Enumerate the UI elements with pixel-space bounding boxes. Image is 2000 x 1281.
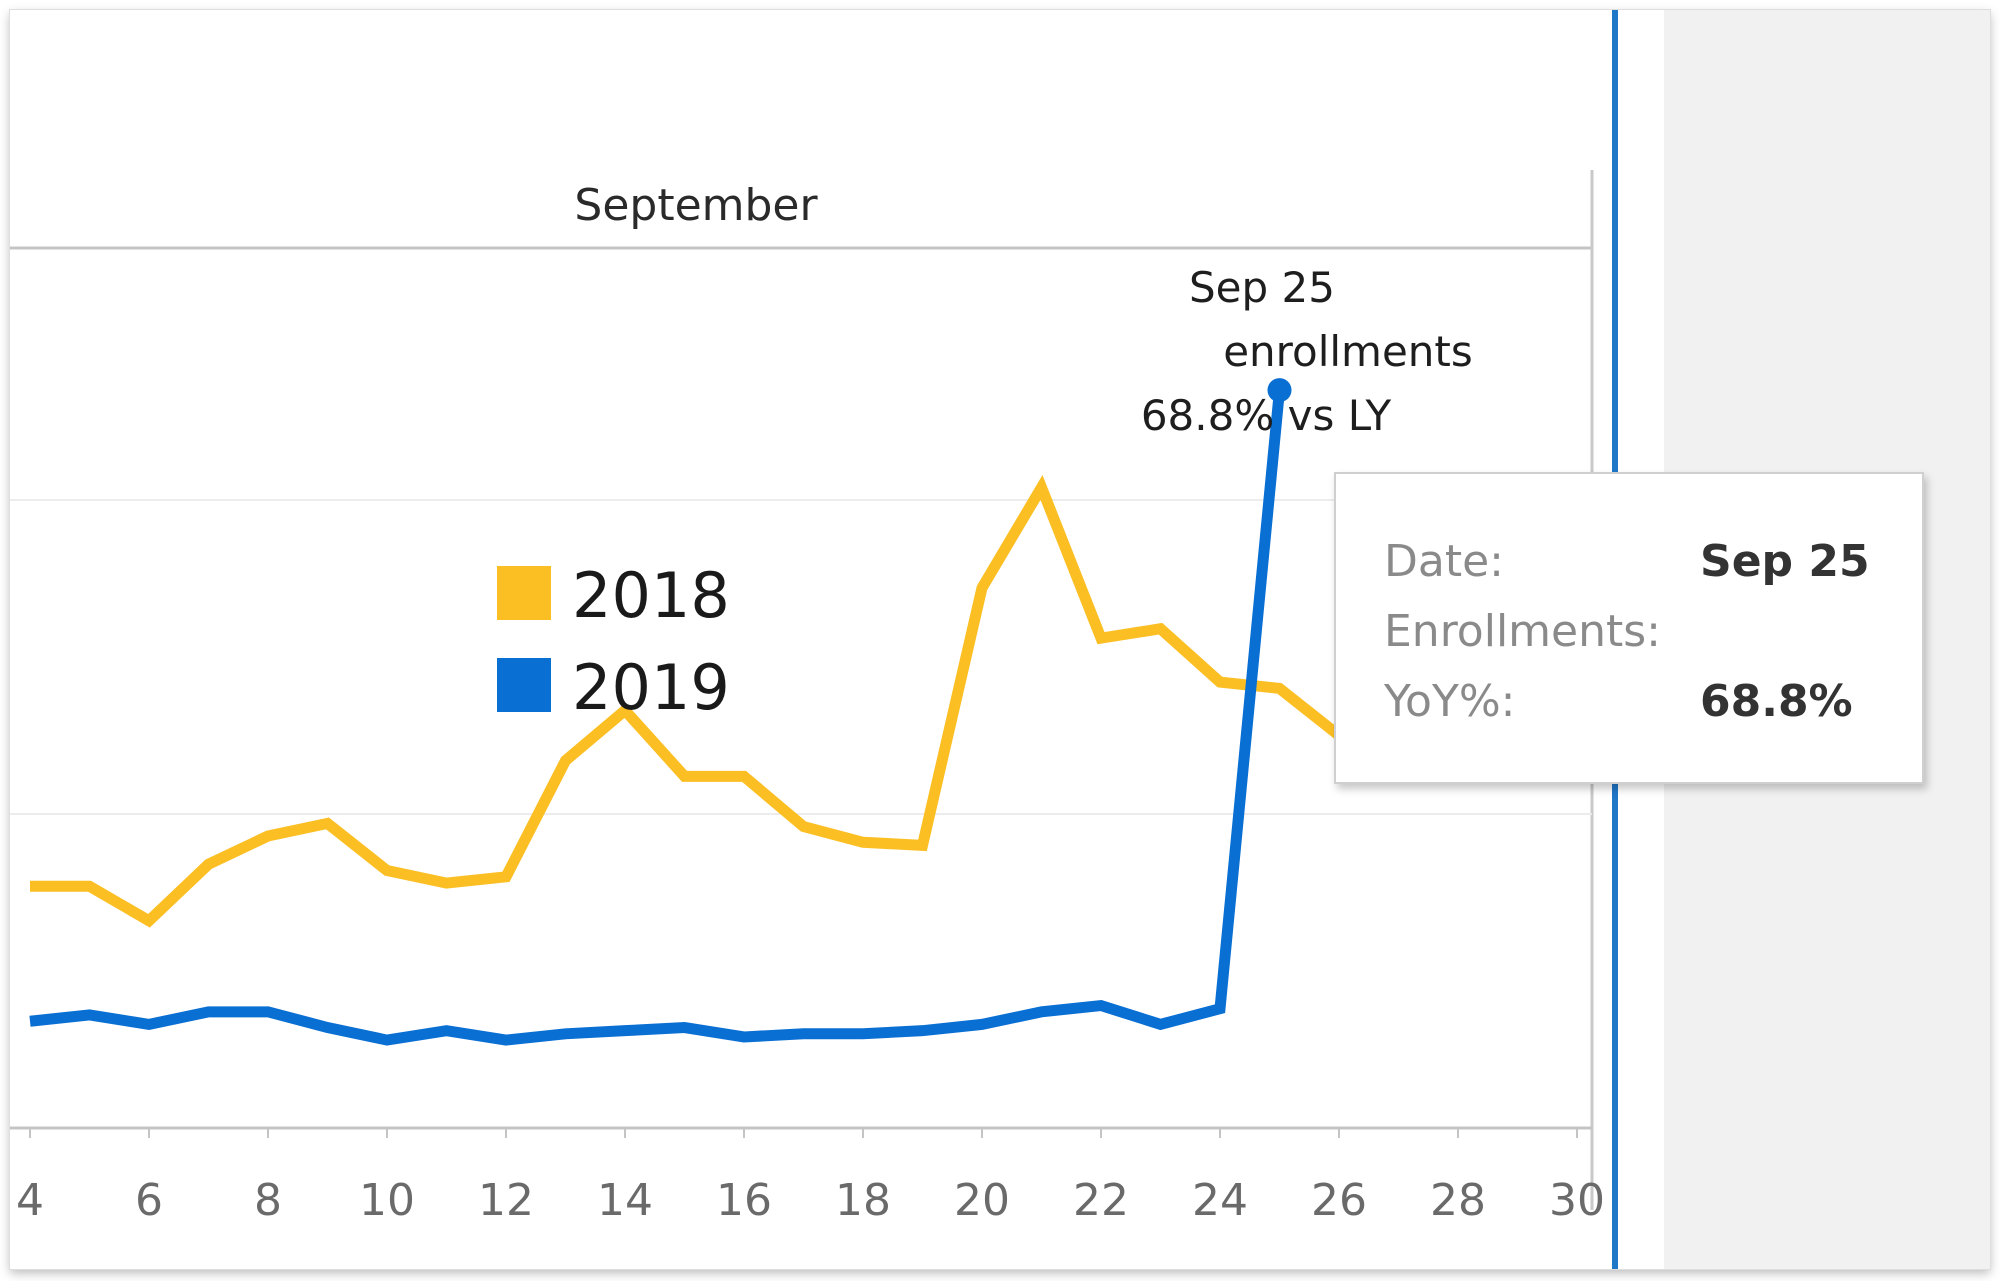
series-line-2018[interactable] [30,474,1343,928]
x-tick-label: 30 [1549,1175,1605,1226]
annotation-yoy: 68.8% vs LY [1141,391,1392,440]
series-line-2019[interactable] [29,389,1285,1046]
legend-label-2019: 2019 [572,651,730,724]
gridlines [10,499,1592,815]
annotation-metric: enrollments [1223,327,1473,376]
tooltip: Date: Sep 25 Enrollments: YoY%: 68.8% [1334,472,1924,784]
month-header: September [574,180,818,231]
highlight-point[interactable] [1267,378,1292,403]
x-tick-label: 26 [1311,1175,1367,1226]
tooltip-yoy-value: 68.8% [1700,676,1853,727]
x-tick-label: 18 [835,1175,891,1226]
x-tick-label: 14 [597,1175,653,1226]
x-tick-label: 22 [1073,1175,1129,1226]
tooltip-row-date: Date: Sep 25 [1384,536,1870,587]
tooltip-row-enrollments: Enrollments: [1384,606,1661,657]
x-tick-label: 12 [478,1175,534,1226]
point-annotation: Sep 25 enrollments 68.8% vs LY [1141,263,1473,440]
legend: 2018 2019 [497,559,730,724]
tooltip-enrollments-label: Enrollments: [1384,606,1661,657]
x-tick-label: 20 [954,1175,1010,1226]
tooltip-row-yoy: YoY%: 68.8% [1384,676,1853,727]
tooltip-date-label: Date: [1384,536,1504,587]
legend-swatch-2019 [497,658,551,712]
tooltip-date-value: Sep 25 [1700,536,1870,587]
x-tick-label: 10 [359,1175,415,1226]
x-tick-label: 8 [254,1175,282,1226]
legend-label-2018: 2018 [572,559,730,632]
x-tick-label: 24 [1192,1175,1248,1226]
x-tick-label: 4 [16,1175,44,1226]
series-layer [29,389,1343,1046]
annotation-date: Sep 25 [1189,263,1335,312]
legend-swatch-2018 [497,566,551,620]
tooltip-yoy-label: YoY%: [1384,676,1516,727]
chart-frame: September 4 6 8 10 12 14 16 18 20 22 24 26 28 30 Sep … [10,10,1990,1269]
x-axis-ticks: 4 6 8 10 12 14 16 18 20 22 24 26 28 30 [16,1128,1605,1226]
x-tick-label: 16 [716,1175,772,1226]
x-tick-label: 28 [1430,1175,1486,1226]
x-tick-label: 6 [135,1175,163,1226]
line-chart[interactable]: September 4 6 8 10 12 14 16 18 20 22 24 26 28 30 Sep … [10,10,1990,1269]
highlight-layer [1267,378,1292,403]
